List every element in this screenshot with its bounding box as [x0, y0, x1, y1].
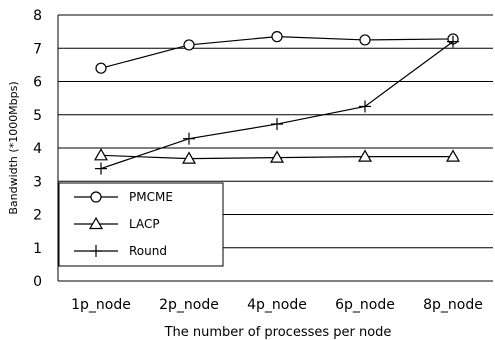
- y-tick-label: 6: [33, 75, 42, 91]
- legend-label: LACP: [129, 217, 160, 231]
- marker-triangle: [445, 149, 461, 162]
- y-tick-labels: 0 1 2 3 4 5 6 7 8: [33, 8, 42, 290]
- y-tick-label: 2: [33, 208, 42, 224]
- y-tick-label: 3: [33, 174, 42, 190]
- x-tick-label: 6p_node: [335, 297, 395, 313]
- marker-circle: [90, 191, 102, 203]
- series-lines: [93, 31, 461, 175]
- y-tick-label: 8: [33, 8, 42, 24]
- marker-triangle: [269, 150, 285, 163]
- x-tick-label: 4p_node: [247, 297, 307, 313]
- y-tick-label: 7: [33, 41, 42, 57]
- x-axis-title: The number of processes per node: [164, 325, 392, 340]
- marker-circle: [183, 39, 195, 51]
- legend: PMCME LACP Round: [58, 182, 224, 267]
- marker-triangle: [93, 148, 109, 161]
- y-tick-label: 4: [33, 141, 42, 157]
- marker-triangle: [357, 149, 373, 162]
- series-line-round: [100, 41, 454, 170]
- y-axis-title: Bandwidth (*1000Mbps): [7, 81, 20, 214]
- legend-label: PMCME: [129, 190, 173, 204]
- x-tick-labels: 1p_node 2p_node 4p_node 6p_node 8p_node: [71, 297, 483, 313]
- marker-triangle: [181, 151, 197, 164]
- x-tick-label: 2p_node: [159, 297, 219, 313]
- y-tick-label: 0: [33, 274, 42, 290]
- y-tick-label: 1: [33, 241, 42, 257]
- marker-circle: [271, 31, 283, 43]
- y-tick-label: 5: [33, 108, 42, 124]
- x-tick-label: 1p_node: [71, 297, 131, 313]
- x-tick-label: 8p_node: [423, 297, 483, 313]
- marker-circle: [95, 62, 107, 74]
- legend-label: Round: [129, 244, 167, 258]
- marker-circle: [359, 34, 371, 46]
- marker-triangle: [88, 216, 104, 230]
